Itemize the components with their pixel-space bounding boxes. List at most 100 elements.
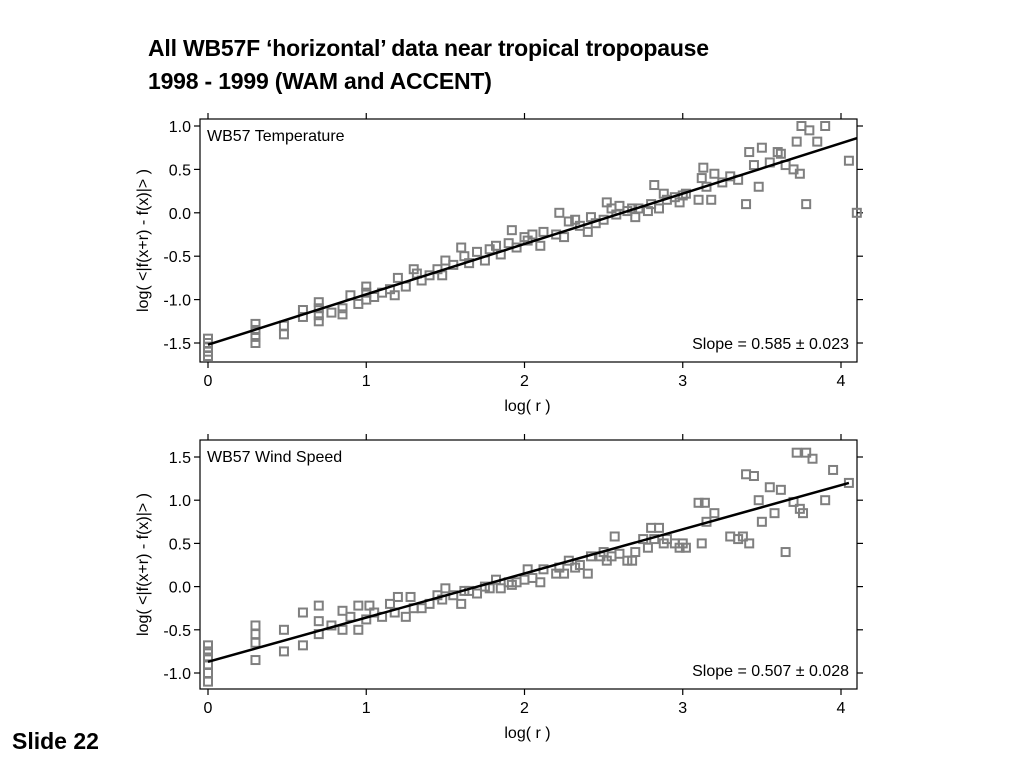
y-axis-title: log( <|f(x+r) - f(x)|> ) <box>135 169 152 312</box>
data-point <box>527 229 538 240</box>
data-point <box>250 637 261 648</box>
data-point <box>250 655 261 666</box>
data-point <box>791 447 802 458</box>
y-tick-label: -1.5 <box>163 336 191 353</box>
data-point <box>851 207 862 218</box>
data-point <box>693 194 704 205</box>
data-point <box>764 482 775 493</box>
data-point <box>384 598 395 609</box>
data-point <box>804 125 815 136</box>
data-point <box>769 508 780 519</box>
data-point <box>278 624 289 635</box>
data-point <box>250 318 261 329</box>
data-point <box>353 600 364 611</box>
data-point <box>780 547 791 558</box>
data-point <box>563 216 574 227</box>
data-point <box>250 331 261 342</box>
x-tick-label: 1 <box>362 373 371 390</box>
data-point <box>646 522 657 533</box>
data-point <box>313 616 324 627</box>
data-point <box>801 199 812 210</box>
data-point <box>741 469 752 480</box>
data-point <box>820 495 831 506</box>
data-point <box>843 155 854 166</box>
data-point <box>744 538 755 549</box>
x-tick-label: 1 <box>362 700 371 717</box>
slide-number: Slide 22 <box>12 728 99 754</box>
data-point <box>753 181 764 192</box>
data-point <box>698 162 709 173</box>
data-point <box>791 136 802 147</box>
x-tick-label: 4 <box>837 700 846 717</box>
data-point <box>709 508 720 519</box>
data-point <box>609 531 620 542</box>
data-point <box>725 531 736 542</box>
data-point <box>440 583 451 594</box>
data-point <box>250 629 261 640</box>
data-point <box>614 548 625 559</box>
data-point <box>313 600 324 611</box>
plot-frame <box>199 118 858 363</box>
x-tick-label: 3 <box>678 700 687 717</box>
data-point <box>337 303 348 314</box>
data-point <box>794 168 805 179</box>
data-point <box>748 471 759 482</box>
y-tick-label: -1.0 <box>163 666 191 683</box>
y-axis-title: log( <|f(x+r) - f(x)|> ) <box>135 493 152 636</box>
y-tick-label: 1.0 <box>169 119 191 136</box>
x-tick-label: 2 <box>520 700 529 717</box>
data-point <box>693 497 704 508</box>
x-tick-label: 3 <box>678 373 687 390</box>
data-point <box>741 199 752 210</box>
data-point <box>642 542 653 553</box>
x-axis-title: log( r ) <box>504 725 550 742</box>
data-point <box>278 646 289 657</box>
y-tick-label: 0.5 <box>169 162 191 179</box>
data-point <box>345 611 356 622</box>
data-point <box>709 168 720 179</box>
data-point <box>297 640 308 651</box>
data-point <box>706 194 717 205</box>
data-point <box>630 547 641 558</box>
data-point <box>297 607 308 618</box>
data-point <box>313 316 324 327</box>
y-tick-label: -0.5 <box>163 623 191 640</box>
data-point <box>392 272 403 283</box>
data-point <box>527 572 538 583</box>
data-point <box>753 495 764 506</box>
data-point <box>519 574 530 585</box>
x-tick-label: 0 <box>204 373 213 390</box>
data-point <box>744 147 755 158</box>
y-tick-label: 1.5 <box>169 450 191 467</box>
data-point <box>250 338 261 348</box>
slope-annotation: Slope = 0.507 ± 0.028 <box>692 663 849 680</box>
data-point <box>538 226 549 237</box>
data-point <box>203 640 213 651</box>
data-point <box>326 307 337 318</box>
y-tick-label: 0.0 <box>169 580 191 597</box>
data-point <box>559 568 570 579</box>
data-point <box>649 180 660 191</box>
data-point <box>353 624 364 635</box>
data-point <box>559 232 570 243</box>
y-tick-label: 0.5 <box>169 536 191 553</box>
data-point <box>812 136 823 147</box>
data-point <box>337 605 348 616</box>
slope-annotation: Slope = 0.585 ± 0.023 <box>692 336 849 353</box>
data-point <box>337 624 348 635</box>
data-point <box>798 508 809 519</box>
data-point <box>203 668 213 678</box>
data-point <box>203 351 213 362</box>
fit-line <box>207 136 858 346</box>
data-point <box>696 538 707 549</box>
data-point <box>699 497 710 508</box>
data-point <box>775 148 786 159</box>
data-point <box>392 591 403 602</box>
fit-line <box>207 481 850 663</box>
data-point <box>554 207 565 218</box>
data-point <box>820 121 831 131</box>
data-point <box>535 240 546 251</box>
data-point <box>748 160 759 171</box>
